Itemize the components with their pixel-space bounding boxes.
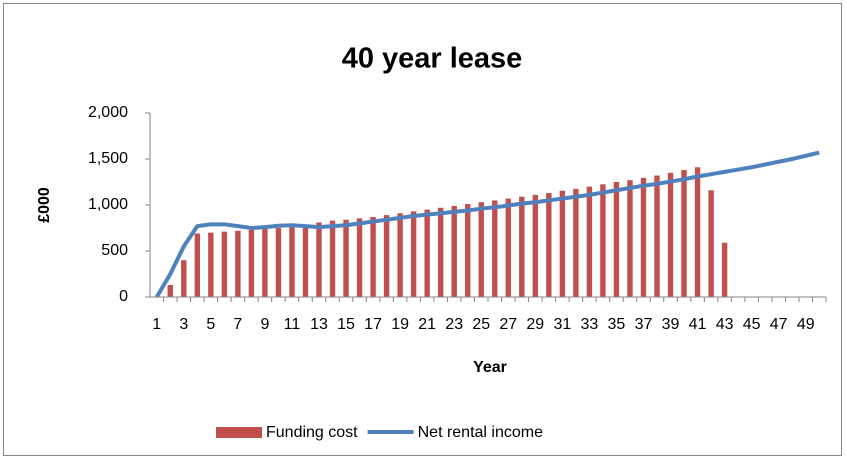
x-tick-label: 29 [526, 316, 544, 333]
bar [275, 228, 282, 297]
y-tick-label: 1,000 [88, 196, 128, 213]
x-tick-label: 35 [608, 316, 626, 333]
bar [397, 213, 403, 297]
legend-swatch [216, 427, 262, 438]
bar [694, 167, 701, 297]
x-tick-label: 45 [743, 316, 761, 333]
bar [559, 190, 566, 297]
bar [451, 205, 457, 297]
bar [343, 219, 349, 297]
bar [667, 172, 674, 297]
bar [302, 225, 309, 297]
bar [505, 198, 511, 297]
bar [546, 193, 552, 297]
x-tick-label: 39 [662, 316, 680, 333]
chart-border [3, 3, 842, 456]
y-tick-label: 500 [101, 242, 128, 259]
bar [356, 218, 363, 297]
x-tick-label: 25 [472, 316, 490, 333]
bar [492, 200, 498, 297]
x-axis-title: Year [473, 359, 507, 376]
y-tick-label: 1,500 [88, 150, 128, 167]
x-tick-label: 19 [391, 316, 409, 333]
x-tick-label: 1 [152, 316, 161, 333]
x-tick-label: 47 [770, 316, 788, 333]
bar [221, 231, 228, 297]
bar [289, 227, 295, 297]
bar [181, 260, 187, 297]
bar [383, 215, 390, 297]
bar [410, 211, 417, 297]
x-tick-label: 41 [689, 316, 707, 333]
x-tick-label: 49 [797, 316, 815, 333]
bar [248, 229, 255, 297]
bar [316, 222, 322, 297]
bar [329, 220, 336, 297]
y-tick-label: 0 [119, 288, 128, 305]
chart-title: 40 year lease [342, 43, 523, 75]
bar [465, 204, 471, 297]
x-tick-label: 31 [553, 316, 571, 333]
x-tick-label: 13 [310, 316, 328, 333]
bar [708, 190, 714, 297]
y-tick-label: 2,000 [88, 104, 128, 121]
bar [262, 228, 268, 297]
bar [654, 175, 660, 297]
x-tick-label: 11 [284, 316, 301, 333]
x-tick-label: 33 [581, 316, 599, 333]
x-tick-label: 15 [337, 316, 355, 333]
bar [194, 233, 201, 297]
bar [586, 186, 593, 297]
bar [681, 170, 687, 297]
bar [613, 182, 620, 297]
bar [573, 188, 579, 297]
bar [208, 232, 214, 297]
bar [167, 285, 173, 297]
x-tick-label: 7 [233, 316, 242, 333]
x-tick-label: 17 [364, 316, 382, 333]
bar [600, 184, 606, 297]
bar [627, 180, 633, 297]
bar [437, 207, 444, 297]
bar [424, 209, 430, 297]
bar [532, 194, 539, 297]
x-tick-label: 23 [445, 316, 463, 333]
legend-label: Funding cost [266, 424, 358, 441]
legend-label: Net rental income [418, 424, 543, 441]
x-tick-label: 9 [260, 316, 269, 333]
x-tick-label: 43 [716, 316, 734, 333]
bar [478, 202, 484, 297]
bar [519, 196, 525, 297]
bar [370, 216, 376, 297]
x-tick-label: 27 [499, 316, 517, 333]
x-tick-label: 37 [635, 316, 653, 333]
bar [721, 242, 728, 297]
x-tick-label: 5 [206, 316, 215, 333]
y-axis-title: £000 [36, 187, 53, 223]
line [155, 150, 820, 299]
x-tick-label: 21 [418, 316, 436, 333]
x-tick-label: 3 [179, 316, 188, 333]
bar [640, 177, 647, 297]
bar [235, 230, 241, 297]
